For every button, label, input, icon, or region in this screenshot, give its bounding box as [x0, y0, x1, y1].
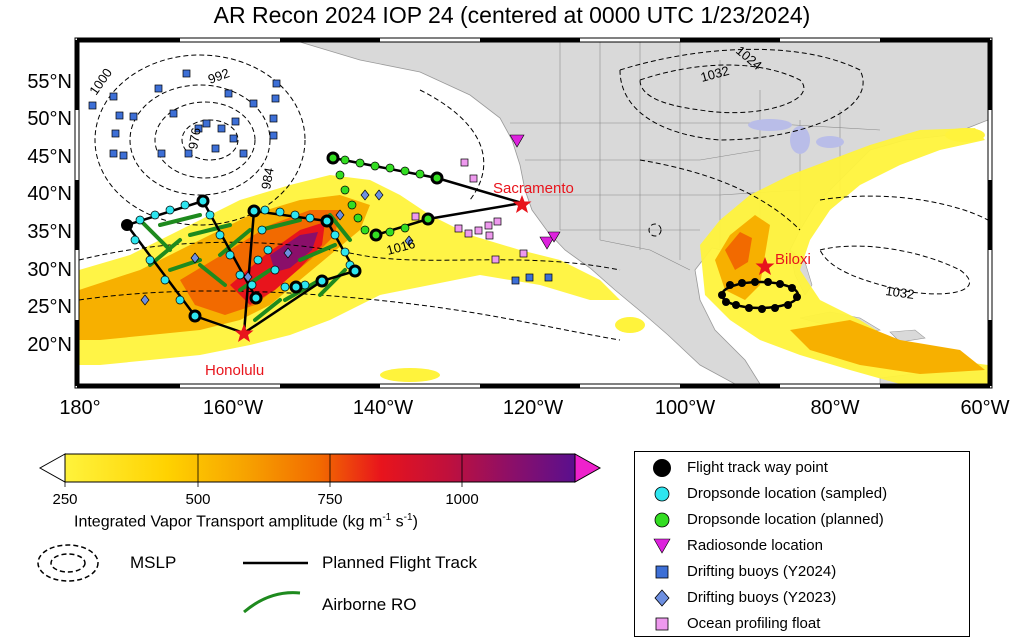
legend-airborne-ro-label: Airborne RO — [322, 595, 417, 614]
flight-waypoints-sampled — [188, 194, 362, 323]
lon-tick: 160°W — [203, 397, 263, 419]
radiosonde-sites — [509, 134, 561, 250]
airborne-ro-tracks — [138, 213, 352, 322]
legend-label: Dropsonde location (sampled) — [687, 485, 888, 502]
pink-square-icon — [655, 617, 669, 631]
lon-tick: 120°W — [503, 397, 563, 419]
mslp-contours — [79, 48, 988, 341]
legend-label: Ocean profiling float — [687, 615, 821, 632]
colorbar-tick: 500 — [185, 491, 210, 508]
city-label-honolulu: Honolulu — [205, 362, 264, 379]
lat-tick: 20°N — [27, 334, 72, 356]
blue-diamond-icon — [654, 589, 670, 607]
colorbar-label-main: Integrated Vapor Transport amplitude (kg… — [74, 513, 383, 531]
colorbar-label-sup1: -1 — [382, 512, 392, 523]
contour-label: 976 — [185, 127, 204, 151]
colorbar-label: Integrated Vapor Transport amplitude (kg… — [74, 512, 418, 531]
city-label-biloxi: Biloxi — [775, 251, 811, 268]
lon-tick: 80°W — [810, 397, 859, 419]
drifting-buoys-2024 — [88, 69, 553, 285]
legend-label: Dropsonde location (planned) — [687, 511, 884, 528]
ocean-profiling-floats — [411, 158, 528, 264]
lat-tick: 25°N — [27, 296, 72, 318]
lon-tick: 100°W — [655, 397, 715, 419]
city-label-sacramento: Sacramento — [493, 180, 574, 197]
dropsonde-sampled — [130, 200, 355, 305]
legend-planned-track-label: Planned Flight Track — [322, 553, 477, 572]
lat-tick: 50°N — [27, 108, 72, 130]
cyan-circle-icon — [654, 486, 670, 502]
legend-mslp-label: MSLP — [130, 553, 177, 572]
colorbar-ticks: 250 500 750 1000 — [52, 491, 478, 508]
longitude-labels: 180° 160°W 140°W 120°W 100°W 80°W 60°W — [59, 397, 1009, 419]
blue-square-icon — [655, 565, 669, 579]
lat-tick: 45°N — [27, 146, 72, 168]
lon-tick: 60°W — [960, 397, 1009, 419]
flight-waypoints-planned — [326, 151, 444, 242]
biloxi-star — [755, 257, 775, 275]
map-frame-border — [74, 37, 993, 389]
lat-tick: 30°N — [27, 259, 72, 281]
hispaniola-land — [889, 329, 926, 343]
colorbar-max-arrow — [574, 453, 602, 483]
ivt-atlantic-river-high — [725, 232, 752, 270]
lat-tick: 35°N — [27, 221, 72, 243]
airborne-ro-legend-icon — [243, 591, 301, 614]
mslp-legend-icon — [37, 544, 99, 582]
waypoint-west — [121, 219, 133, 231]
contour-label: 1032 — [885, 283, 916, 302]
latitude-labels: 55°N 50°N 45°N 40°N 35°N 30°N 25°N 20°N — [27, 71, 72, 356]
legend-label: Radiosonde location — [687, 537, 823, 554]
colorbar-label-end: ) — [412, 513, 418, 531]
lat-tick: 55°N — [27, 71, 72, 93]
city-labels: Sacramento Honolulu Biloxi — [205, 180, 811, 379]
gulf-flight-loop — [718, 278, 801, 313]
contour-label: 984 — [258, 167, 277, 191]
legend-label: Flight track way point — [687, 459, 828, 476]
dropsonde-planned — [335, 155, 425, 237]
magenta-triangle-icon — [653, 538, 671, 554]
ivt-atlantic-river-low — [700, 128, 988, 384]
ivt-caribbean-mid — [790, 320, 985, 374]
drifting-buoys-2023 — [140, 189, 414, 306]
ivt-pacific-river-max — [270, 232, 318, 272]
colorbar-tick: 250 — [52, 491, 77, 508]
marker-legend: Flight track way point Dropsonde locatio… — [634, 451, 970, 637]
city-stars — [234, 195, 775, 342]
contour-label: 1016 — [385, 236, 417, 258]
colorbar-label-mid: s — [391, 513, 404, 531]
colorbar-tick: 1000 — [445, 491, 478, 508]
ivt-small-patches — [380, 128, 985, 382]
colorbar-tick: 750 — [317, 491, 342, 508]
legend-label: Drifting buoys (Y2023) — [687, 589, 837, 606]
black-circle-icon — [653, 459, 671, 477]
contour-label: 1032 — [699, 63, 731, 85]
map-title: AR Recon 2024 IOP 24 (centered at 0000 U… — [213, 2, 811, 28]
sacramento-star — [512, 195, 532, 213]
lon-tick: 140°W — [353, 397, 413, 419]
colorbar-min-arrow — [38, 453, 66, 483]
contour-label: 992 — [206, 65, 232, 87]
colorbar-label-sup2: -1 — [403, 512, 413, 523]
legend-label: Drifting buoys (Y2024) — [687, 563, 837, 580]
ivt-colorbar — [38, 453, 602, 487]
lon-tick: 180° — [59, 397, 100, 419]
honolulu-star — [234, 324, 254, 342]
lat-tick: 40°N — [27, 183, 72, 205]
green-circle-icon — [654, 512, 670, 528]
great-lakes — [748, 119, 844, 154]
